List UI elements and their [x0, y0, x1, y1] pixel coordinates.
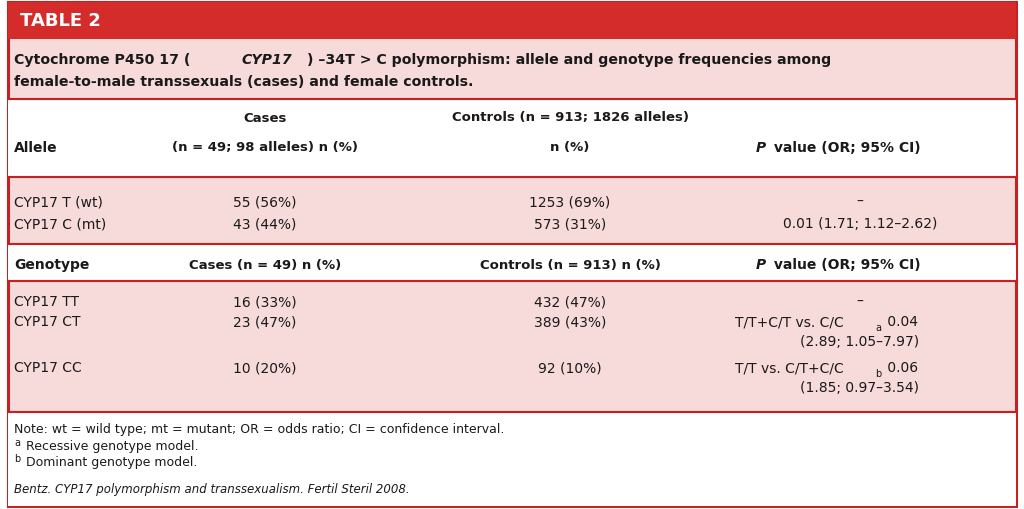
Text: Controls (n = 913) n (%): Controls (n = 913) n (%) [479, 258, 660, 271]
Text: b: b [14, 453, 20, 463]
Text: Recessive genotype model.: Recessive genotype model. [22, 440, 199, 453]
Text: Cases: Cases [244, 111, 287, 124]
Text: Dominant genotype model.: Dominant genotype model. [23, 456, 198, 469]
Text: 1253 (69%): 1253 (69%) [529, 194, 610, 209]
Text: 573 (31%): 573 (31%) [534, 216, 606, 231]
Text: –: – [856, 194, 863, 209]
Text: T/T+C/T vs. C/C: T/T+C/T vs. C/C [735, 315, 844, 328]
Text: CYP17 CC: CYP17 CC [14, 360, 82, 374]
Text: Controls (n = 913; 1826 alleles): Controls (n = 913; 1826 alleles) [452, 111, 688, 124]
Text: n (%): n (%) [550, 141, 590, 154]
Text: –: – [856, 294, 863, 308]
Text: 10 (20%): 10 (20%) [233, 360, 297, 374]
Text: (2.89; 1.05–7.97): (2.89; 1.05–7.97) [801, 334, 920, 348]
Text: b: b [876, 369, 882, 378]
Text: CYP17: CYP17 [242, 53, 292, 67]
Text: (n = 49; 98 alleles) n (%): (n = 49; 98 alleles) n (%) [172, 141, 358, 154]
Text: 55 (56%): 55 (56%) [233, 194, 297, 209]
Text: CYP17 CT: CYP17 CT [14, 315, 81, 328]
FancyBboxPatch shape [8, 244, 1016, 281]
Text: Cases (n = 49) n (%): Cases (n = 49) n (%) [188, 258, 341, 271]
Text: Cytochrome P450 17 (: Cytochrome P450 17 ( [14, 53, 190, 67]
Text: P: P [756, 140, 766, 155]
Text: Genotype: Genotype [14, 258, 89, 271]
FancyBboxPatch shape [8, 412, 1016, 506]
Text: (1.85; 0.97–3.54): (1.85; 0.97–3.54) [801, 380, 920, 394]
Text: 23 (47%): 23 (47%) [233, 315, 297, 328]
Text: 0.06: 0.06 [884, 360, 919, 374]
FancyBboxPatch shape [8, 3, 1016, 506]
FancyBboxPatch shape [8, 100, 1016, 178]
Text: TABLE 2: TABLE 2 [20, 13, 101, 31]
Text: T/T vs. C/T+C/C: T/T vs. C/T+C/C [735, 360, 844, 374]
Text: 0.01 (1.71; 1.12–2.62): 0.01 (1.71; 1.12–2.62) [782, 216, 937, 231]
FancyBboxPatch shape [8, 3, 1016, 40]
Text: value (OR; 95% CI): value (OR; 95% CI) [769, 140, 921, 155]
Text: female-to-male transsexuals (cases) and female controls.: female-to-male transsexuals (cases) and … [14, 75, 473, 89]
Text: 92 (10%): 92 (10%) [539, 360, 602, 374]
Text: CYP17 C (mt): CYP17 C (mt) [14, 216, 106, 231]
Text: 43 (44%): 43 (44%) [233, 216, 297, 231]
Text: CYP17 T (wt): CYP17 T (wt) [14, 194, 102, 209]
Text: 432 (47%): 432 (47%) [534, 294, 606, 308]
Text: 0.04: 0.04 [883, 315, 919, 328]
Text: CYP17 TT: CYP17 TT [14, 294, 79, 308]
Text: a: a [14, 437, 20, 447]
Text: 16 (33%): 16 (33%) [233, 294, 297, 308]
Text: value (OR; 95% CI): value (OR; 95% CI) [769, 258, 921, 271]
Text: a: a [876, 322, 882, 332]
Text: Note: wt = wild type; mt = mutant; OR = odds ratio; CI = confidence interval.: Note: wt = wild type; mt = mutant; OR = … [14, 422, 505, 436]
Text: ) –34T > C polymorphism: allele and genotype frequencies among: ) –34T > C polymorphism: allele and geno… [307, 53, 831, 67]
Text: Bentz. CYP17 polymorphism and transsexualism. Fertil Steril 2008.: Bentz. CYP17 polymorphism and transsexua… [14, 483, 410, 496]
Text: P: P [756, 258, 766, 271]
Text: 389 (43%): 389 (43%) [534, 315, 606, 328]
Text: Allele: Allele [14, 140, 57, 155]
